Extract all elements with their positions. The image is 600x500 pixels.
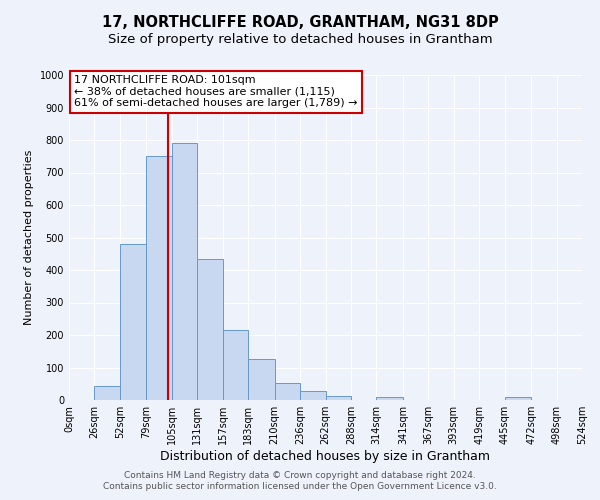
Text: Contains public sector information licensed under the Open Government Licence v3: Contains public sector information licen… — [103, 482, 497, 491]
Bar — [223, 330, 248, 400]
Bar — [376, 398, 403, 400]
Bar — [197, 258, 223, 400]
Text: 17, NORTHCLIFFE ROAD, GRANTHAM, NG31 8DP: 17, NORTHCLIFFE ROAD, GRANTHAM, NG31 8DP — [101, 15, 499, 30]
Bar — [146, 156, 172, 400]
Bar — [505, 398, 531, 400]
Bar — [248, 360, 275, 400]
X-axis label: Distribution of detached houses by size in Grantham: Distribution of detached houses by size … — [161, 450, 491, 463]
Text: 17 NORTHCLIFFE ROAD: 101sqm
← 38% of detached houses are smaller (1,115)
61% of : 17 NORTHCLIFFE ROAD: 101sqm ← 38% of det… — [74, 75, 358, 108]
Bar — [120, 244, 146, 400]
Bar — [275, 383, 300, 400]
Bar — [325, 396, 351, 400]
Bar — [172, 143, 197, 400]
Bar — [94, 386, 120, 400]
Text: Contains HM Land Registry data © Crown copyright and database right 2024.: Contains HM Land Registry data © Crown c… — [124, 471, 476, 480]
Text: Size of property relative to detached houses in Grantham: Size of property relative to detached ho… — [107, 32, 493, 46]
Bar — [300, 391, 325, 400]
Y-axis label: Number of detached properties: Number of detached properties — [24, 150, 34, 325]
